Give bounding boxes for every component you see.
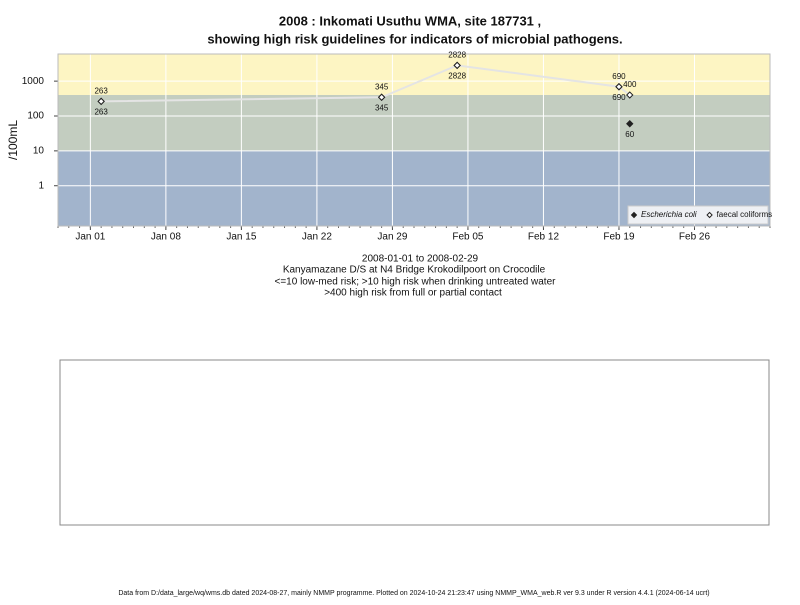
x-tick-label: Feb 05 xyxy=(452,232,484,243)
y-tick-label: 100 xyxy=(27,111,44,122)
data-label: 345 xyxy=(375,82,389,91)
legend-marker xyxy=(630,211,638,219)
y-tick-label: 1000 xyxy=(22,76,45,87)
data-label: 690 xyxy=(612,72,626,81)
x-tick-label: Jan 22 xyxy=(302,232,332,243)
footer: Data from D:/data_large/wq/wms.db dated … xyxy=(118,590,709,597)
data-label: 345 xyxy=(375,103,389,112)
data-label: 263 xyxy=(94,86,108,95)
note: >400 high risk from full or partial cont… xyxy=(324,288,502,299)
data-label: 690 xyxy=(612,93,626,102)
x-tick-label: Feb 12 xyxy=(528,232,560,243)
data-point xyxy=(453,61,461,70)
y-tick-label: 1 xyxy=(38,180,44,191)
risk-band xyxy=(58,95,770,151)
x-tick-label: Feb 19 xyxy=(603,232,635,243)
data-label: 400 xyxy=(623,80,637,89)
y-axis-label: /100mL xyxy=(6,120,20,160)
chart-title: showing high risk guidelines for indicat… xyxy=(207,31,622,46)
data-label: 60 xyxy=(625,130,634,139)
data-point xyxy=(97,97,105,106)
x-tick-label: Feb 26 xyxy=(679,232,711,243)
data-label: 2828 xyxy=(448,71,466,80)
x-tick-label: Jan 29 xyxy=(377,232,407,243)
data-point xyxy=(626,120,634,128)
data-point xyxy=(377,93,386,101)
note: 2008-01-01 to 2008-02-29 xyxy=(362,254,479,265)
x-tick-label: Jan 01 xyxy=(75,232,105,243)
risk-band xyxy=(58,54,770,96)
x-tick-label: Jan 08 xyxy=(151,232,181,243)
x-tick-label: Jan 15 xyxy=(226,232,256,243)
empty-panel xyxy=(59,359,770,526)
data-point xyxy=(615,83,623,91)
note: <=10 low-med risk; >10 high risk when dr… xyxy=(275,277,557,288)
plot-frame xyxy=(57,53,771,227)
legend-label: Escherichia coli xyxy=(641,210,697,219)
legend-marker xyxy=(706,211,713,219)
chart-title: 2008 : Inkomati Usuthu WMA, site 187731 … xyxy=(279,13,541,28)
data-label: 2828 xyxy=(448,50,466,59)
legend-label: faecal coliforms xyxy=(717,210,773,219)
legend-box xyxy=(627,205,769,225)
data-point xyxy=(626,91,634,99)
data-label: 263 xyxy=(94,107,108,116)
note: Kanyamazane D/S at N4 Bridge Krokodilpoo… xyxy=(283,265,546,276)
y-tick-label: 10 xyxy=(33,146,45,157)
